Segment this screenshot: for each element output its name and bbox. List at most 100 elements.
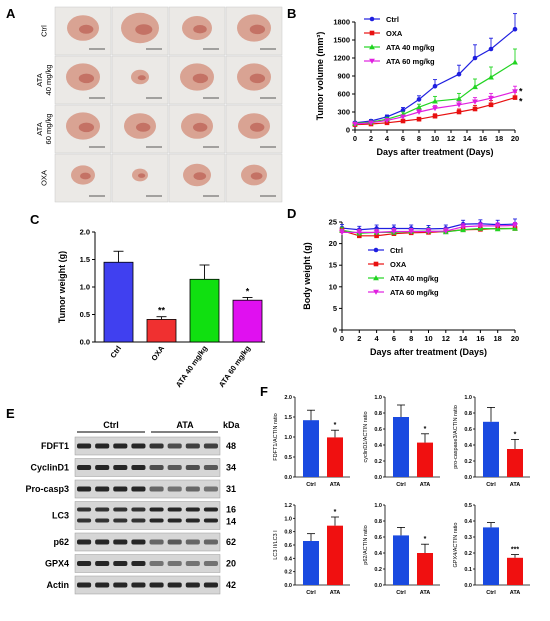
blot-band [203,582,218,588]
photo-row-label-line: OXA [40,170,49,186]
data-point [512,95,518,100]
photo-row-label: OXA [40,170,49,186]
bar [146,319,177,343]
tumor-specimen-shading [78,73,95,84]
molecular-weight-label: 42 [226,580,236,590]
panel-label-f: F [260,384,268,399]
x-axis-title: Days after treatment (Days) [376,147,493,157]
data-point [460,224,466,230]
tumor-specimen-shading [249,73,266,84]
panel-b-tumor-volume-chart: 0 300 600 900 1200 1500 1800 0 2 4 6 8 10 12 14 16 18 20 D… [315,13,523,157]
blot-band [185,507,200,512]
y-tick-label: 0.4 [464,443,473,449]
data-point [472,99,478,105]
data-point [512,26,518,32]
photo-row-label-line: 60 mg/kg [44,114,53,145]
x-tick-label: 2 [369,134,373,143]
panel-f-quantification-charts: 0.0 0.5 1.0 1.5 2.0 FDFT1/ACTIN ratio Ctrl ATA *… [273,395,530,596]
bar [507,557,523,585]
tumor-specimen-shading [135,24,153,35]
tumor-specimen-shading [78,122,95,133]
blot-band [131,582,146,588]
legend-label: ATA 60 mg/kg [390,288,439,297]
y-tick-label: 0.4 [464,519,473,525]
x-tick-label: 18 [495,134,503,143]
y-tick-label: 1800 [333,18,350,27]
x-tick-label: 6 [401,134,405,143]
y-tick-label: 0.8 [284,530,292,536]
legend-marker [369,30,375,36]
tumor-specimen-shading [193,122,208,132]
significance-star: * [334,509,337,516]
y-tick-label: 25 [329,218,337,227]
legend-label: ATA 40 mg/kg [386,43,435,52]
blot-row-label: Pro-casp3 [25,484,69,494]
y-tick-label: 0.6 [374,535,382,541]
blot-band [77,443,92,449]
y-axis-title: Tumor weight (g) [57,251,67,323]
y-tick-label: 0.5 [464,503,472,509]
blot-band [131,507,146,512]
data-point [472,55,478,61]
y-axis-title: Tumor volume (mm³) [315,32,325,121]
significance-star: * [334,422,337,429]
legend-marker [373,261,379,267]
data-point [456,109,462,115]
legend-label: ATA 40 mg/kg [390,274,439,283]
y-tick-label: 1.0 [80,283,90,292]
blot-band [131,539,146,545]
bar [303,420,319,477]
blot-band [95,486,110,492]
x-category-label: Ctrl [306,590,316,596]
y-axis-title: p62/ACTIN ratio [363,525,369,564]
y-tick-label: 1.0 [464,395,472,401]
y-tick-label: 10 [329,282,337,291]
kda-header: kDa [223,420,241,430]
blot-band [113,507,128,512]
x-tick-label: 2 [357,334,361,343]
panel-d-body-weight-chart: 0 5 10 15 20 25 0 2 4 6 8 10 12 14 16 18 20 Days after tr… [302,218,519,358]
data-point [416,116,422,122]
data-point [494,223,501,229]
blot-band [95,518,110,523]
blot-band [95,443,110,449]
x-category-label: Ctrl [396,482,406,488]
blot-band [113,486,128,492]
tumor-specimen-shading [250,122,265,132]
legend-marker [369,44,375,50]
blot-band [167,507,182,512]
y-tick-label: 0.0 [80,338,90,347]
tumor-specimen-shading [138,173,146,178]
panel-label-d: D [287,206,296,221]
photo-row-label-line: 40 mg/kg [44,65,53,96]
blot-band [149,539,164,545]
y-tick-label: 1.0 [374,395,382,401]
y-tick-label: 0.8 [464,411,472,417]
blot-band [77,507,92,512]
photo-row-label-line: Ctrl [40,25,49,37]
bar [327,525,343,585]
data-point [374,233,379,239]
subplot-2: 0.0 0.2 0.4 0.6 0.8 1.0 cyclinD1/ACTIN ratio Ct… [363,395,440,488]
subplot-3: 0.0 0.2 0.4 0.6 0.8 1.0 pro-caspase3/ACTIN rat… [453,395,530,488]
x-category-label: OXA [149,344,166,363]
blot-row-label: Actin [47,580,70,590]
y-tick-label: 300 [337,108,350,117]
x-axis-title: Days after treatment (Days) [370,347,487,357]
x-category-label: ATA [510,482,521,488]
subplot-6: 0.0 0.1 0.2 0.3 0.4 0.5 GPX4/ACTIN ratio Ctrl AT… [453,503,530,596]
blot-row-label: p62 [53,537,69,547]
blot-band [131,465,146,470]
data-point [384,118,390,124]
x-tick-label: 16 [476,334,484,343]
x-tick-label: 8 [409,334,413,343]
y-tick-label: 0.0 [374,475,382,481]
group-label-ata: ATA [176,420,194,430]
blot-band [77,465,92,470]
data-point [456,71,462,77]
molecular-weight-label: 20 [226,559,236,569]
bar [232,299,263,343]
y-tick-label: 2.0 [284,395,292,401]
